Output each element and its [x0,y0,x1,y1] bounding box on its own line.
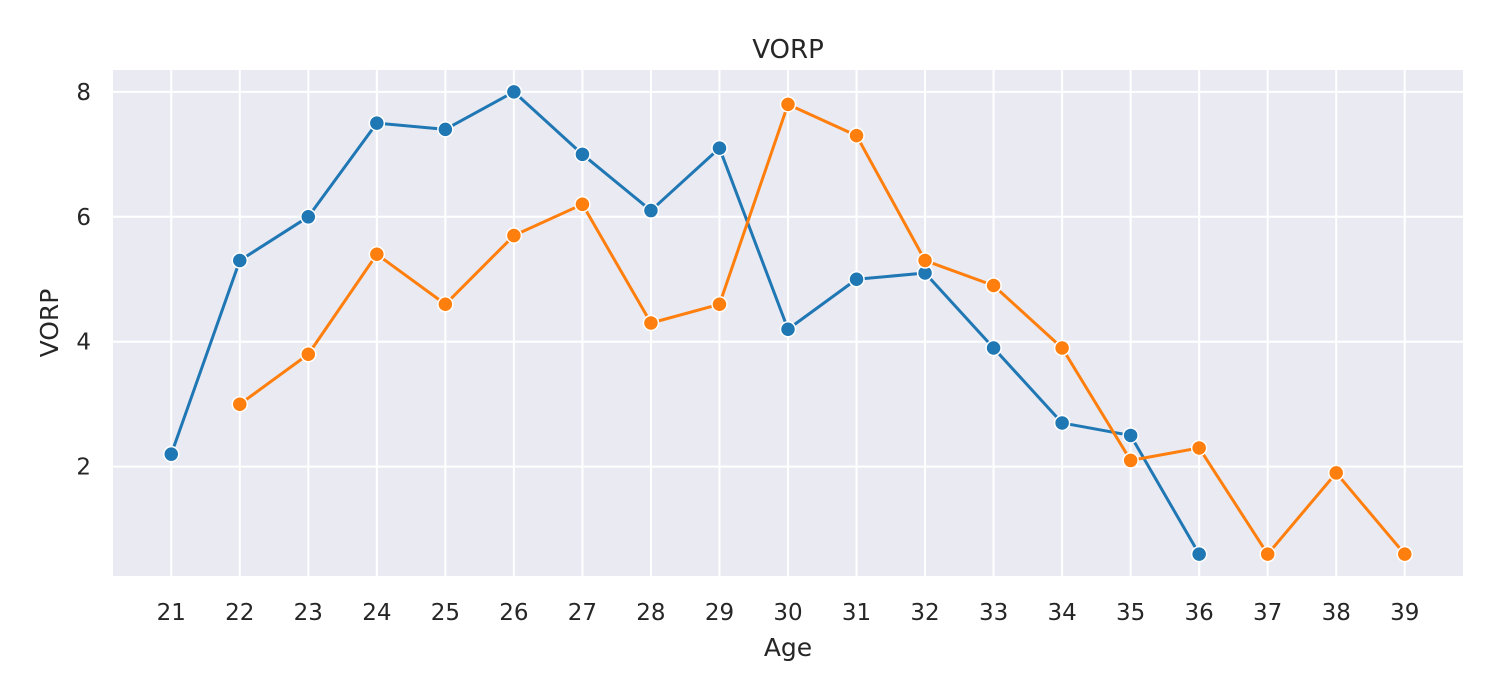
series-2 [231,96,1414,563]
data-point [1190,545,1208,563]
data-point [300,345,317,363]
x-tick-label: 37 [1253,600,1282,626]
data-point [1259,545,1276,563]
x-tick-label: 27 [568,600,597,626]
data-point [231,252,249,269]
data-point [848,127,865,144]
data-point [1327,464,1345,482]
data-point [368,114,386,132]
x-tick-label: 36 [1185,600,1214,626]
x-tick-label: 23 [294,600,323,626]
x-tick-label: 25 [431,600,460,626]
data-point [505,83,523,101]
x-axis-label: Age [764,633,812,662]
y-tick-label: 8 [76,80,91,106]
data-point [368,246,386,263]
y-tick-label: 4 [76,330,91,356]
x-tick-label: 34 [1047,600,1076,626]
y-gridlines [113,90,1463,468]
data-point [642,202,660,219]
x-tick-label: 30 [773,600,802,626]
data-point [779,96,797,113]
x-tick-label: 22 [225,600,254,626]
series-1 [162,83,1208,563]
x-tick-label: 35 [1116,600,1145,626]
series-line [169,90,1201,556]
x-tick-label: 24 [362,600,391,626]
data-point [437,121,454,138]
data-point [1122,427,1139,444]
data-point [231,395,249,413]
x-tick-label: 26 [499,600,528,626]
y-tick-labels: 2 4 6 8 [76,80,91,481]
x-tick-label: 39 [1390,600,1419,626]
y-axis-label: VORP [35,289,64,358]
data-point [574,196,591,213]
data-point [985,339,1002,357]
data-point [1053,414,1071,432]
x-tick-label: 31 [842,600,871,626]
y-tick-label: 6 [76,205,91,231]
y-tick-label: 2 [76,455,91,481]
x-tick-label: 38 [1322,600,1351,626]
data-point [300,208,317,226]
x-tick-label: 28 [636,600,665,626]
data-point [574,146,591,163]
data-point [985,277,1002,294]
data-point [711,296,728,313]
data-point [162,445,180,463]
series-line [238,102,1407,556]
x-tick-labels: 21 22 23 24 25 26 27 28 29 30 31 32 33 34 35 36 37 38 39 [157,600,1420,626]
data-point [711,139,728,157]
x-tick-label: 32 [910,600,939,626]
x-tick-label: 21 [157,600,186,626]
data-point [1053,339,1071,357]
data-point [505,227,523,244]
data-point [848,271,865,288]
data-point [779,320,797,338]
data-point [1396,545,1414,563]
data-point [1190,439,1208,457]
chart-title: VORP [752,35,824,65]
data-point [437,296,454,313]
x-tick-label: 29 [705,600,734,626]
data-point [916,252,934,269]
x-tick-label: 33 [979,600,1008,626]
data-point [1122,452,1139,469]
data-point [642,314,660,332]
series-layer [162,83,1414,563]
